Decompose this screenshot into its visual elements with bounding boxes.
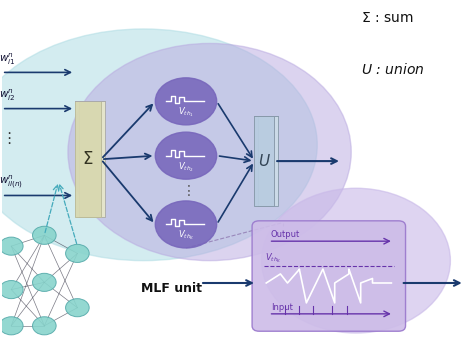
Circle shape [65,299,89,317]
Circle shape [155,132,217,179]
Text: $\vdots$: $\vdots$ [1,130,12,146]
Circle shape [68,43,351,261]
Text: $U$: $U$ [258,153,271,169]
Text: $V_{th_K}$: $V_{th_K}$ [265,252,282,265]
Circle shape [155,201,217,248]
Polygon shape [258,116,278,206]
Text: $\Sigma$ : sum: $\Sigma$ : sum [361,11,413,25]
Text: MLF unit: MLF unit [141,282,202,295]
Text: Output: Output [271,230,300,239]
Circle shape [0,281,23,299]
Text: $w_{i1}^n$: $w_{i1}^n$ [0,51,16,67]
Circle shape [65,244,89,262]
Text: $\Sigma$: $\Sigma$ [82,150,94,168]
Text: Input: Input [271,303,293,312]
Text: $w_{i2}^n$: $w_{i2}^n$ [0,88,16,103]
Polygon shape [255,116,274,206]
Text: $V_{th_K}$: $V_{th_K}$ [178,229,194,242]
Circle shape [33,273,56,291]
FancyBboxPatch shape [252,221,406,331]
Text: $\vdots$: $\vdots$ [181,182,191,198]
Text: $w_{il(n)}^n$: $w_{il(n)}^n$ [0,173,24,190]
Circle shape [262,188,450,333]
Circle shape [33,317,56,335]
Circle shape [33,226,56,244]
Ellipse shape [0,29,317,261]
Polygon shape [79,101,105,217]
Circle shape [0,317,23,335]
Text: $V_{th_1}$: $V_{th_1}$ [178,106,194,119]
Polygon shape [75,101,101,217]
Circle shape [0,237,23,255]
Text: $U$ : union: $U$ : union [361,62,424,76]
Text: $V_{th_2}$: $V_{th_2}$ [178,160,194,173]
Circle shape [155,78,217,125]
